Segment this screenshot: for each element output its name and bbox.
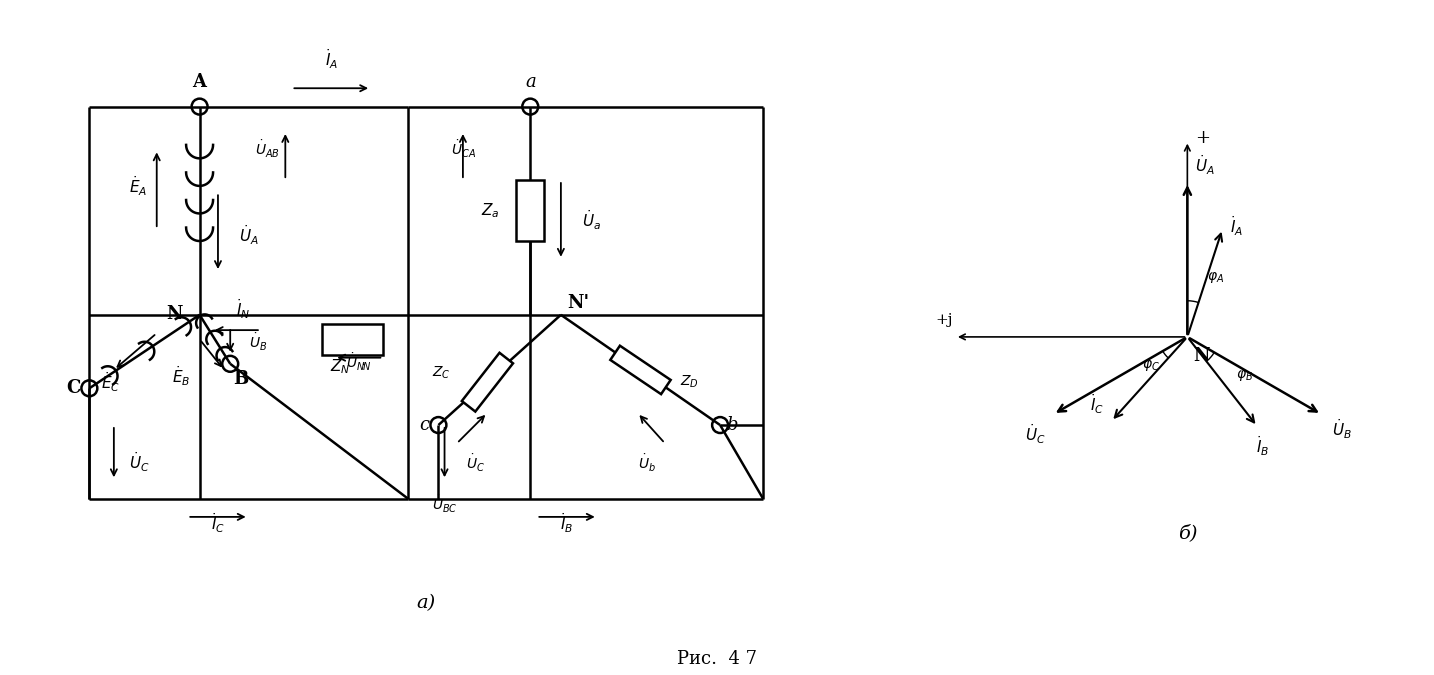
Text: $Z_C$: $Z_C$ bbox=[432, 364, 450, 381]
Text: $\dot{U}_C$: $\dot{U}_C$ bbox=[129, 450, 151, 474]
Text: $\dot{U}_{N\!^{\prime}\!N}$: $\dot{U}_{N\!^{\prime}\!N}$ bbox=[346, 352, 371, 373]
Text: а): а) bbox=[416, 593, 436, 612]
Text: $\dot{U}_B$: $\dot{U}_B$ bbox=[248, 332, 267, 353]
Text: c: c bbox=[419, 416, 429, 434]
Text: $\varphi_A$: $\varphi_A$ bbox=[1207, 270, 1225, 285]
Text: Рис.  4 7: Рис. 4 7 bbox=[677, 650, 757, 668]
Text: $\dot{U}_{CA}$: $\dot{U}_{CA}$ bbox=[450, 139, 476, 160]
Text: $\dot{U}_C$: $\dot{U}_C$ bbox=[466, 453, 485, 474]
Text: $\dot{I}_A$: $\dot{I}_A$ bbox=[1230, 215, 1243, 238]
Text: A: A bbox=[192, 74, 206, 91]
Text: $Z_D$: $Z_D$ bbox=[680, 374, 700, 390]
Text: $\dot{I}_B$: $\dot{I}_B$ bbox=[561, 512, 574, 535]
Text: $\dot{U}_a$: $\dot{U}_a$ bbox=[582, 208, 601, 232]
Text: +: + bbox=[1195, 129, 1210, 147]
Text: $\dot{U}_{BC}$: $\dot{U}_{BC}$ bbox=[432, 494, 457, 515]
Text: $\dot{E}_B$: $\dot{E}_B$ bbox=[172, 364, 191, 388]
Text: $\dot{E}_A$: $\dot{E}_A$ bbox=[129, 174, 148, 198]
Text: $\varphi_B$: $\varphi_B$ bbox=[1236, 368, 1253, 383]
Text: $\dot{U}_B$: $\dot{U}_B$ bbox=[1332, 417, 1352, 441]
Text: C: C bbox=[66, 379, 80, 398]
Text: $\dot{U}_A$: $\dot{U}_A$ bbox=[239, 223, 260, 247]
Text: N: N bbox=[166, 304, 182, 323]
Text: a: a bbox=[525, 74, 536, 91]
Text: $Z_a$: $Z_a$ bbox=[480, 201, 499, 220]
Bar bbox=[516, 180, 543, 242]
Polygon shape bbox=[611, 346, 671, 394]
Text: $\dot{I}_C$: $\dot{I}_C$ bbox=[1090, 393, 1104, 416]
Text: $Z_N$: $Z_N$ bbox=[330, 358, 351, 377]
Bar bbox=[323, 324, 383, 354]
Text: $\dot{I}_B$: $\dot{I}_B$ bbox=[1256, 434, 1269, 458]
Text: $\dot{U}_A$: $\dot{U}_A$ bbox=[1195, 153, 1215, 177]
Text: $\dot{I}_C$: $\dot{I}_C$ bbox=[211, 512, 225, 535]
Text: $\dot{U}_{AB}$: $\dot{U}_{AB}$ bbox=[255, 139, 280, 160]
Text: $\dot{I}_A$: $\dot{I}_A$ bbox=[324, 47, 338, 71]
Text: $\dot{U}_b$: $\dot{U}_b$ bbox=[638, 453, 655, 474]
Text: B: B bbox=[234, 370, 248, 388]
Text: $\varphi_C$: $\varphi_C$ bbox=[1143, 358, 1160, 373]
Text: $\dot{E}_C$: $\dot{E}_C$ bbox=[100, 371, 120, 394]
Text: N: N bbox=[1193, 347, 1210, 365]
Text: b: b bbox=[726, 416, 737, 434]
Text: б): б) bbox=[1177, 524, 1197, 542]
Text: $\dot{U}_C$: $\dot{U}_C$ bbox=[1025, 422, 1045, 446]
Text: +j: +j bbox=[935, 313, 952, 327]
Text: N': N' bbox=[566, 294, 589, 312]
Polygon shape bbox=[462, 353, 513, 412]
Text: $\dot{I}_N$: $\dot{I}_N$ bbox=[237, 297, 251, 321]
